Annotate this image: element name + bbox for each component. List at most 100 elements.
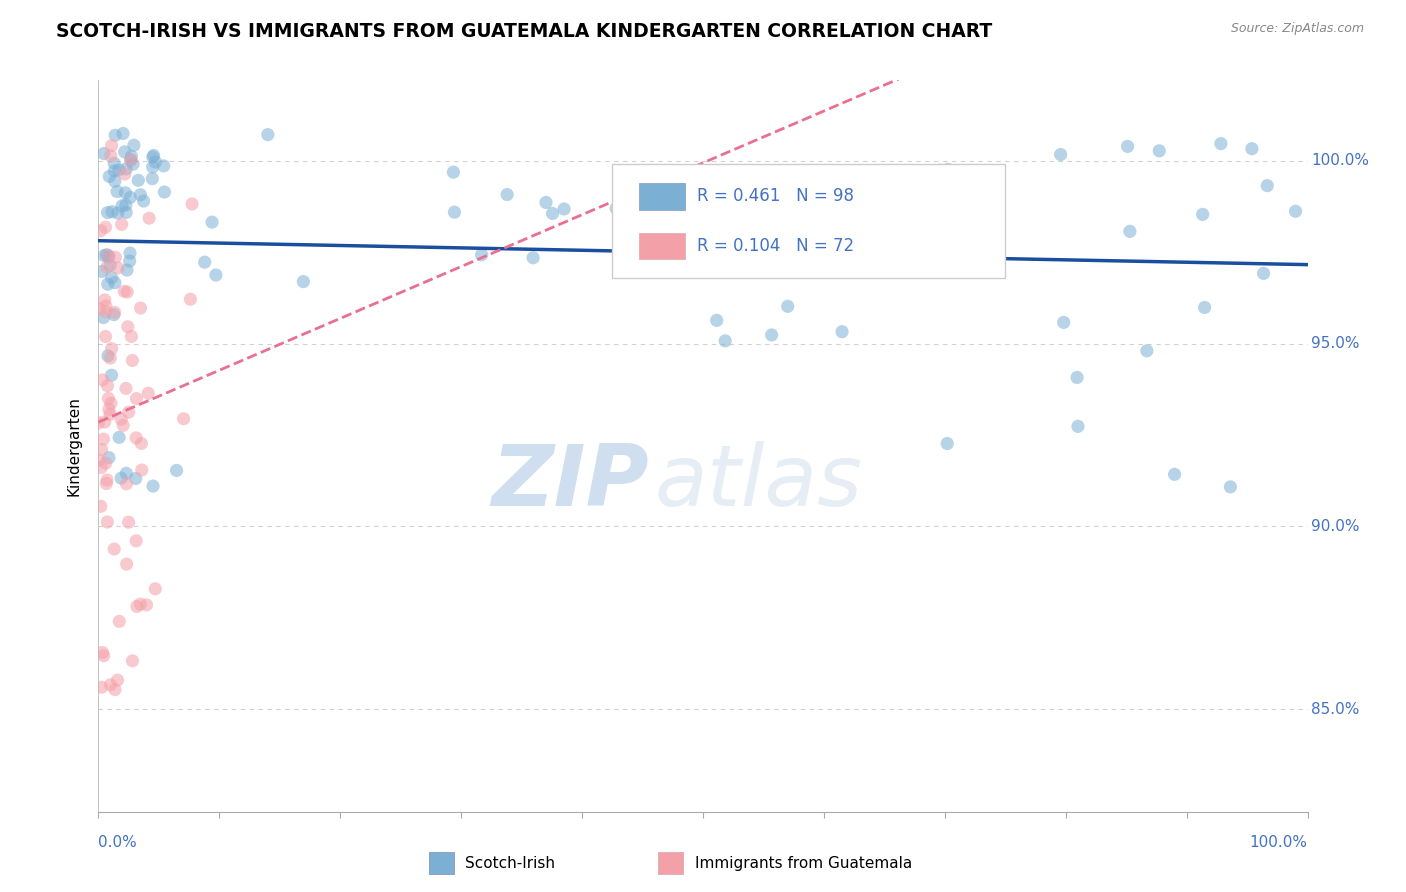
Point <box>107 673 129 687</box>
Text: 0.0%: 0.0% <box>98 835 138 850</box>
Point <box>96 260 118 275</box>
Point <box>929 164 952 178</box>
Point <box>1136 343 1159 358</box>
Point <box>96 473 118 487</box>
Point <box>90 264 112 278</box>
Point <box>121 353 143 368</box>
Point <box>142 479 165 493</box>
Bar <box>638 183 685 210</box>
Point <box>90 442 112 457</box>
Point <box>112 127 135 141</box>
Point <box>98 407 121 421</box>
Point <box>105 185 128 199</box>
Point <box>1149 144 1171 158</box>
Point <box>1194 301 1216 315</box>
Point <box>96 476 118 491</box>
Point <box>96 515 118 529</box>
Point <box>93 310 115 325</box>
Point <box>143 582 166 596</box>
Point <box>118 405 141 419</box>
Point <box>122 138 145 153</box>
Point <box>1049 147 1071 161</box>
Point <box>97 250 120 264</box>
Point <box>120 153 142 167</box>
Point <box>100 342 122 356</box>
Point <box>97 349 120 363</box>
Point <box>112 418 135 433</box>
Point <box>131 463 153 477</box>
Point <box>127 173 149 187</box>
Point <box>104 305 127 319</box>
Point <box>1119 224 1142 238</box>
Point <box>94 293 117 307</box>
Point <box>534 195 557 210</box>
Point <box>1163 467 1185 482</box>
Point <box>98 450 121 465</box>
Point <box>104 682 127 697</box>
Point <box>96 248 118 262</box>
Point <box>936 162 959 177</box>
Point <box>91 373 114 387</box>
Point <box>873 178 896 193</box>
Point <box>194 255 217 269</box>
Point <box>90 500 112 514</box>
Point <box>706 313 728 327</box>
Point <box>1067 419 1090 434</box>
Point <box>125 392 148 406</box>
Point <box>1253 266 1275 280</box>
Point <box>114 198 136 212</box>
Point <box>90 680 112 694</box>
Point <box>441 165 464 179</box>
Point <box>101 204 124 219</box>
Point <box>125 471 148 485</box>
Point <box>104 128 127 143</box>
Text: SCOTCH-IRISH VS IMMIGRANTS FROM GUATEMALA KINDERGARTEN CORRELATION CHART: SCOTCH-IRISH VS IMMIGRANTS FROM GUATEMAL… <box>56 22 993 41</box>
Point <box>153 185 176 199</box>
Point <box>120 190 142 204</box>
Point <box>108 163 131 178</box>
Point <box>605 202 627 216</box>
Point <box>125 599 148 614</box>
Point <box>87 453 110 467</box>
Point <box>98 259 121 273</box>
Point <box>166 463 188 477</box>
Point <box>145 155 167 169</box>
Text: 100.0%: 100.0% <box>1312 153 1369 169</box>
Point <box>292 275 315 289</box>
Point <box>131 436 153 450</box>
Point <box>125 533 148 548</box>
Point <box>100 270 122 285</box>
Point <box>115 205 138 219</box>
Point <box>108 430 131 444</box>
Point <box>121 654 143 668</box>
Point <box>522 251 544 265</box>
Point <box>93 249 115 263</box>
Point <box>115 557 138 571</box>
Point <box>1209 136 1232 151</box>
Point <box>1066 370 1088 384</box>
Point <box>1053 315 1076 329</box>
Point <box>553 202 575 216</box>
Point <box>89 301 111 316</box>
Point <box>256 128 278 142</box>
Point <box>103 541 125 556</box>
Point <box>91 646 114 660</box>
Point <box>100 138 122 153</box>
Point <box>1191 207 1213 221</box>
Point <box>97 277 120 292</box>
Point <box>693 181 716 195</box>
Point <box>125 431 148 445</box>
Point <box>114 145 136 159</box>
Point <box>97 248 120 262</box>
Point <box>201 215 224 229</box>
Point <box>104 276 127 290</box>
Point <box>93 146 115 161</box>
Y-axis label: Kindergarten: Kindergarten <box>66 396 82 496</box>
Point <box>132 194 155 208</box>
Point <box>110 412 132 426</box>
Point <box>1256 178 1278 193</box>
Point <box>93 415 115 429</box>
Point <box>114 186 136 200</box>
Point <box>93 648 115 663</box>
Point <box>104 174 127 188</box>
